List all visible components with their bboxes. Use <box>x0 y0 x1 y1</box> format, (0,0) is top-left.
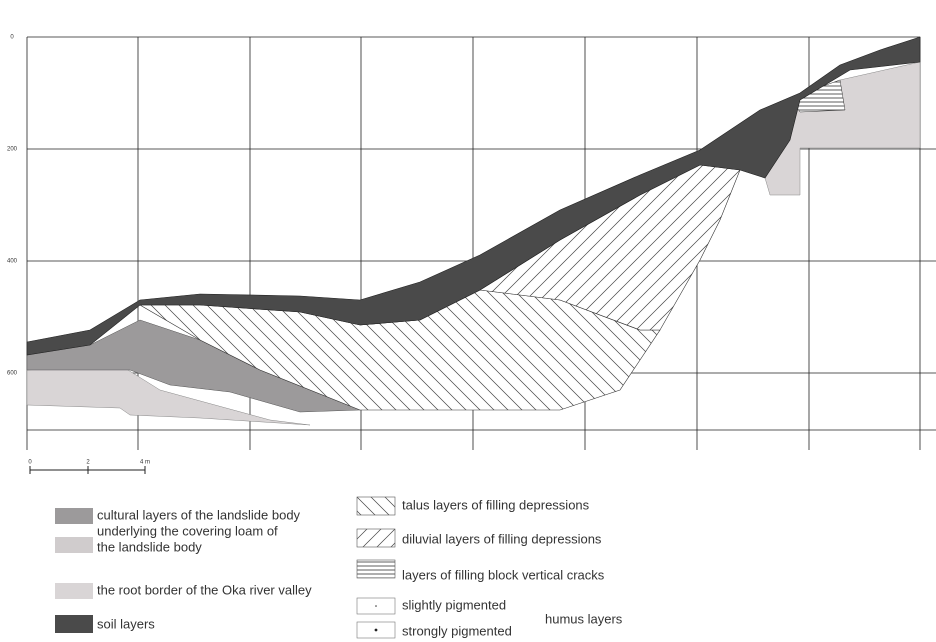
legend: humus layers cultural layers of the land… <box>55 497 623 638</box>
depth-labels: 0 200 400 600 <box>7 35 18 377</box>
legend-label: layers of filling block vertical cracks <box>402 567 605 582</box>
legend-swatch <box>55 508 93 524</box>
legend-label: underlying the covering loam of <box>97 523 278 538</box>
legend-label: diluvial layers of filling depressions <box>402 531 602 546</box>
legend-label: the landslide body <box>97 539 202 554</box>
legend-swatch <box>357 497 395 515</box>
legend-swatch <box>55 615 93 633</box>
depth-label: 0 <box>10 35 14 41</box>
strata <box>27 37 920 425</box>
legend-label: soil layers <box>97 616 155 631</box>
scale-bar <box>30 466 145 474</box>
legend-label: talus layers of filling depressions <box>402 497 590 512</box>
legend-swatch <box>357 560 395 578</box>
legend-label: cultural layers of the landslide body <box>97 507 301 522</box>
depth-label: 600 <box>7 371 18 377</box>
scale-label: 0 <box>28 460 32 466</box>
legend-label: slightly pigmented <box>402 597 506 612</box>
legend-swatch <box>55 583 93 599</box>
scale-label: 2 <box>86 460 90 466</box>
legend-label: the root border of the Oka river valley <box>97 582 312 597</box>
scale-labels: 0 2 4 m <box>28 460 150 466</box>
depth-label: 200 <box>7 147 18 153</box>
depth-label: 400 <box>7 259 18 265</box>
legend-label: strongly pigmented <box>402 623 512 638</box>
legend-swatch <box>55 537 93 553</box>
landslide-section: 0 200 400 600 0 2 4 m humus layers cultural l… <box>0 0 936 642</box>
scale-label: 4 m <box>140 460 150 466</box>
legend-swatch <box>357 529 395 547</box>
legend-group-label: humus layers <box>545 611 623 626</box>
